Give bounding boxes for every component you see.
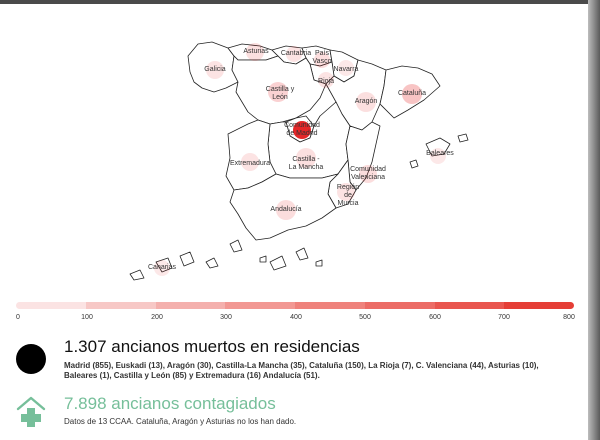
deaths-dot-icon (16, 344, 46, 374)
scale-segment (16, 302, 86, 309)
scale-tick: 600 (429, 314, 441, 321)
bubble-pais-vasco (314, 52, 330, 68)
bubble-layer (154, 43, 446, 276)
scale-tick: 300 (220, 314, 232, 321)
page-edge-shadow (588, 0, 600, 440)
region-label-aragon: Aragón (354, 98, 378, 105)
scale-segment (295, 302, 365, 309)
bubble-madrid (293, 121, 311, 139)
contagions-note: Datos de 13 CCAA. Cataluña, Aragón y Ast… (64, 417, 297, 426)
region-shape-canarias-3 (179, 251, 195, 267)
bubble-castilla-mancha (296, 148, 316, 168)
region-shape-canarias-6 (269, 255, 287, 271)
scale-tick: 0 (16, 314, 20, 321)
region-shape-baleares-mallorca (425, 137, 451, 157)
region-label-madrid: Comunidad de Madrid (284, 122, 320, 137)
bubble-murcia (337, 183, 355, 201)
region-shape-canarias-5 (229, 239, 243, 253)
region-label-navarra: Navarra (333, 66, 359, 73)
region-label-asturias: Asturias (243, 48, 269, 55)
region-label-castilla-mancha: Castilla - La Mancha (288, 156, 324, 171)
bubble-castilla-leon (268, 82, 288, 102)
region-shape-cataluna (379, 65, 441, 119)
bubble-extremadura (241, 153, 259, 171)
bubble-andalucia (276, 200, 296, 220)
scale-tick: 700 (498, 314, 510, 321)
region-shape-ceuta (259, 255, 267, 263)
region-label-rioja: Rioja (318, 78, 334, 85)
bubble-galicia (206, 61, 224, 79)
scale-segment (504, 302, 574, 309)
bubble-cataluna (402, 84, 422, 104)
region-shape-canarias-1 (129, 269, 145, 281)
region-shape-canarias-7 (295, 247, 309, 261)
bubble-canarias (154, 260, 170, 276)
bubble-asturias (246, 43, 264, 61)
region-shape-baleares-ibiza (409, 159, 419, 169)
region-shape-melilla (315, 259, 323, 267)
scale-segment (155, 302, 226, 309)
region-label-canarias: Canarias (147, 264, 177, 271)
scale-tick: 400 (290, 314, 302, 321)
region-label-cantabria: Cantabria (280, 50, 312, 57)
house-plus-icon (16, 396, 46, 427)
region-label-baleares: Baleares (426, 150, 454, 157)
contagions-title: 7.898 ancianos contagiados (64, 394, 276, 413)
scale-segment (434, 302, 505, 309)
region-shape-andalucia (229, 173, 339, 241)
scale-tick: 800 (563, 314, 575, 321)
region-shape-valenciana (345, 121, 381, 191)
deaths-detail: Madrid (855), Euskadi (13), Aragón (30),… (64, 361, 539, 380)
scale-tick: 500 (359, 314, 371, 321)
bubble-cantabria (286, 46, 302, 62)
bubble-navarra (338, 60, 354, 76)
scale-tick: 100 (81, 314, 93, 321)
region-label-cataluna: Cataluña (397, 90, 427, 97)
region-label-andalucia: Andalucía (270, 206, 302, 213)
region-shape-canarias-2 (155, 257, 173, 273)
region-shape-canarias-4 (205, 257, 219, 269)
scale-segment (85, 302, 156, 309)
map-svg (129, 41, 469, 281)
region-label-galicia: Galicia (204, 66, 226, 73)
region-label-murcia: Región de Murcia (336, 184, 360, 207)
spain-map: Galicia Asturias Cantabria País Vasco Na… (110, 26, 490, 284)
chart-card: Galicia Asturias Cantabria País Vasco Na… (0, 4, 588, 440)
scale-tick: 200 (151, 314, 163, 321)
region-shape-castilla-leon (231, 55, 327, 125)
bubble-baleares (430, 148, 446, 164)
scale-segment (364, 302, 435, 309)
region-shape-baleares-menorca (457, 133, 469, 143)
region-label-castilla-leon: Castilla y León (265, 86, 295, 101)
region-label-pais-vasco: País Vasco (312, 50, 332, 65)
region-label-valenciana: Comunidad Valenciana (350, 166, 386, 181)
bubble-valenciana (359, 165, 377, 183)
bubble-rioja (318, 72, 334, 88)
color-scale (16, 302, 574, 309)
region-label-extremadura: Extremadura (229, 160, 271, 167)
deaths-title: 1.307 ancianos muertos en residencias (64, 337, 360, 356)
bubble-aragon (356, 92, 376, 112)
scale-segment (225, 302, 295, 309)
